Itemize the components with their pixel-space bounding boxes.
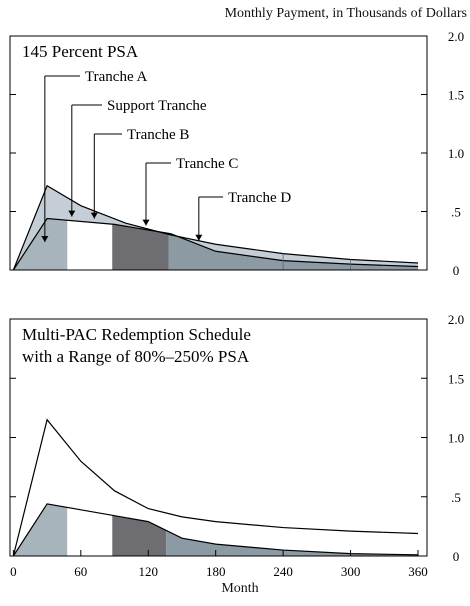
callout-arrowhead	[41, 235, 49, 242]
y-tick-label: 1.5	[448, 371, 464, 386]
callout-label: Tranche D	[228, 190, 291, 206]
x-tick-label: 360	[408, 564, 428, 579]
y-tick-label: 1.0	[448, 146, 464, 161]
x-tick-label: 0	[10, 564, 17, 579]
panel-title: with a Range of 80%–250% PSA	[22, 347, 250, 366]
callout-label: Tranche C	[176, 156, 238, 172]
callout-arrowhead	[68, 210, 76, 217]
x-tick-label: 240	[273, 564, 293, 579]
y-tick-label: .5	[451, 205, 461, 220]
x-tick-label: 300	[341, 564, 361, 579]
chart-panel-2: 0 .5 1.0 1.5 2.0 0 60 120 180 240 300 360 Multi-PAC …	[9, 312, 464, 579]
right-axis-title: Monthly Payment, in Thousands of Dollars	[224, 6, 467, 21]
upper-curve-line	[12, 184, 419, 271]
band-tranche-a	[13, 218, 68, 270]
band-support-tranche	[67, 220, 113, 270]
y-tick-label: .5	[451, 490, 461, 505]
upper-curve-line	[12, 418, 419, 557]
x-tick-label: 60	[74, 564, 87, 579]
x-tick-label: 120	[139, 564, 159, 579]
band-tranche-c	[166, 530, 419, 556]
chart-panel-1: 0 .5 1.0 1.5 2.0 145 Percent PSA Tranche A Supp…	[9, 29, 464, 278]
band-tranche-b	[112, 224, 169, 270]
y-tick-label: 0	[453, 549, 460, 564]
y-tick-label: 2.0	[448, 312, 464, 327]
callout-label: Tranche A	[85, 69, 148, 85]
band-tranche-a	[13, 503, 68, 556]
callout-label: Support Tranche	[107, 98, 207, 114]
y-tick-label: 2.0	[448, 29, 464, 44]
panel-title: Multi-PAC Redemption Schedule	[22, 325, 251, 344]
callout-arrowhead	[90, 212, 98, 219]
y-tick-label: 0	[453, 263, 460, 278]
band-support-tranche	[67, 507, 113, 556]
lower-curve-line	[12, 503, 419, 557]
band-tranche-c	[168, 233, 419, 270]
y-tick-label: 1.0	[448, 431, 464, 446]
x-tick-label: 180	[206, 564, 226, 579]
callout-arrowhead	[142, 219, 150, 226]
callout-arrowhead	[195, 234, 203, 241]
lower-curve-line	[12, 217, 419, 271]
x-axis-title: Month	[221, 581, 259, 596]
band-tranche-b	[112, 515, 167, 556]
y-tick-label: 1.5	[448, 88, 464, 103]
callout-label: Tranche B	[127, 127, 189, 143]
panel-title: 145 Percent PSA	[22, 42, 139, 61]
